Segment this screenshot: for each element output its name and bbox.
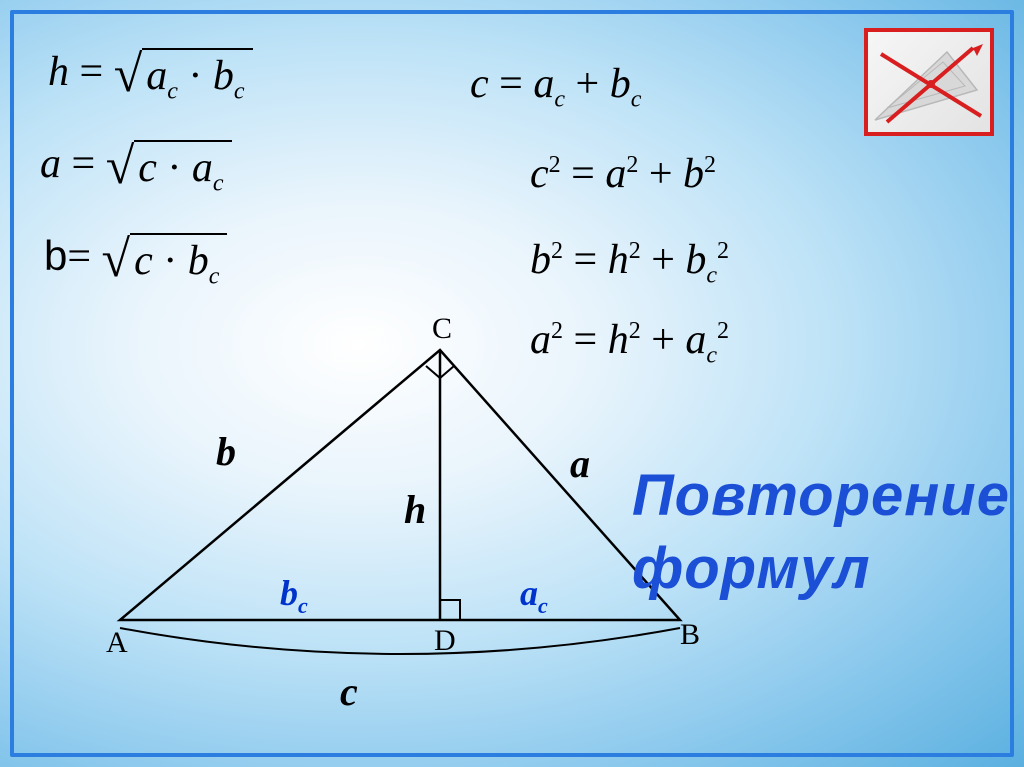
vertex-label-a: A <box>106 626 128 660</box>
formula-a: a = √ c · ac <box>40 140 232 197</box>
seg-bc-base: b <box>280 573 298 613</box>
slide-title: Повторение формул <box>632 460 1010 605</box>
sqrt-wrap: √ c · ac <box>106 140 232 197</box>
formula-pythagoras: c2 = a2 + b2 <box>530 150 716 198</box>
seg-bc-sub: c <box>298 593 308 618</box>
segment-label-ac: ac <box>520 572 548 619</box>
lhs: h <box>48 49 69 95</box>
triangle-diagram: A B C D b a h c bc ac <box>100 330 700 710</box>
vertex-label-d: D <box>434 624 456 658</box>
sqrt-wrap: √ c · bc <box>102 233 228 290</box>
vertex-label-b: B <box>680 618 700 652</box>
title-line1: Повторение <box>632 460 1010 533</box>
seg-ac-sub: c <box>538 593 548 618</box>
logo-box <box>864 28 994 136</box>
vertex-label-c: C <box>432 312 452 346</box>
triangle-outline <box>120 350 680 620</box>
segment-label-bc: bc <box>280 572 308 619</box>
side-label-h: h <box>404 486 426 533</box>
right-angle-marker-d <box>440 600 460 620</box>
formula-h: h = √ ac · bc <box>48 48 253 105</box>
seg-ac-base: a <box>520 573 538 613</box>
lhs: b <box>44 232 67 279</box>
formula-b2: b2 = h2 + bc2 <box>530 236 729 289</box>
side-label-a: a <box>570 440 590 487</box>
formula-c-sum: c = ac + bc <box>470 60 641 113</box>
hypotenuse-arc <box>120 628 680 654</box>
side-label-b: b <box>216 428 236 475</box>
side-label-c: c <box>340 668 358 715</box>
sqrt-wrap: √ ac · bc <box>114 48 253 105</box>
title-line2: формул <box>632 533 1010 606</box>
lhs: a <box>40 141 61 187</box>
triangle-svg <box>100 330 700 710</box>
formula-b: b= √ c · bc <box>44 232 227 290</box>
geometry-tools-icon <box>869 34 989 130</box>
